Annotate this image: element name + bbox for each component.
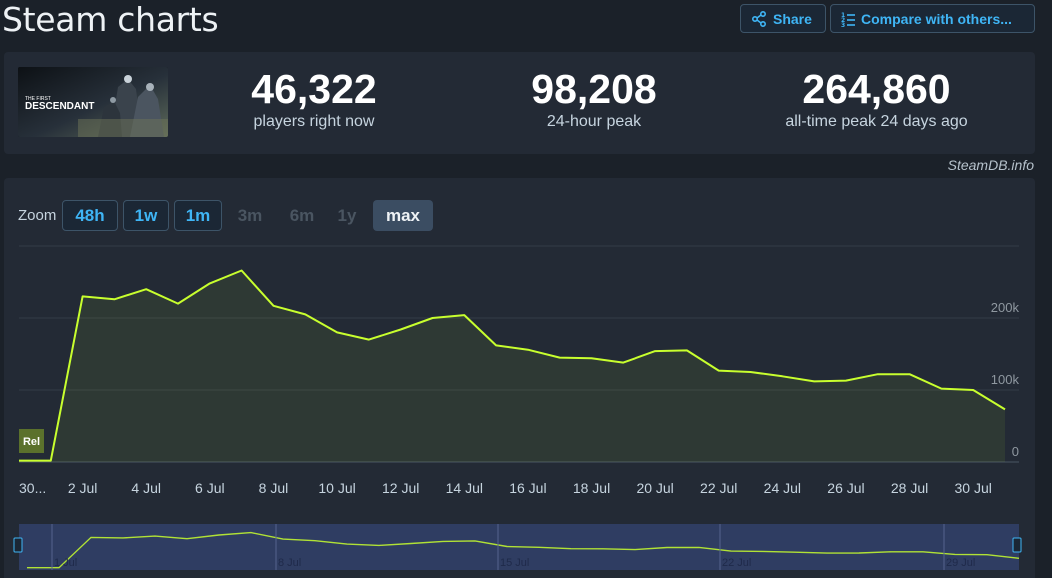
compare-button[interactable]: 1 2 3 Compare with others... [830,4,1035,33]
stat-alltime-peak: 264,860 all-time peak 24 days ago [764,66,989,132]
svg-text:3: 3 [841,22,845,27]
x-tick-label: 12 Jul [382,480,419,496]
zoom-label: Zoom [18,207,57,224]
game-title: DESCENDANT [25,101,94,112]
zoom-1y-button[interactable]: 1y [337,205,357,225]
x-tick-label: 4 Jul [131,480,161,496]
x-tick-label: 28 Jul [891,480,928,496]
player-count-chart[interactable]: 0 100k 200k 30... 2 Jul 4 Jul 6 Jul 8 Jul 10 Jul… [0,0,1052,500]
x-tick-label: 8 Jul [259,480,289,496]
stat-players-now: 46,322 players right now [214,66,414,132]
ordered-list-icon: 1 2 3 [841,12,855,27]
game-art: THE FIRST DESCENDANT [18,67,168,137]
alltime-peak-value: 264,860 [802,66,951,112]
game-thumbnail[interactable]: THE FIRST DESCENDANT [18,67,168,137]
share-icon [751,10,766,27]
share-label: Share [773,10,812,27]
zoom-max-button[interactable]: max [373,200,433,231]
players-now-value: 46,322 [251,66,377,112]
x-tick-label: 26 Jul [827,480,864,496]
zoom-6m-button[interactable]: 6m [289,205,315,225]
steamdb-credit-link[interactable]: SteamDB.info [947,157,1034,173]
peak-24h-label: 24-hour peak [546,113,642,130]
release-flag [19,429,44,453]
game-title-small: THE FIRST [25,96,51,102]
x-tick-label: 18 Jul [573,480,610,496]
zoom-1m-button[interactable]: 1m [174,200,222,231]
x-tick-label: 20 Jul [636,480,673,496]
svg-text:1: 1 [841,12,845,19]
svg-text:2: 2 [841,17,845,24]
x-tick-label: 22 Jul [700,480,737,496]
zoom-1w-button[interactable]: 1w [123,200,169,231]
x-tick-label: 10 Jul [318,480,355,496]
y-tick-label: 0 [1012,444,1019,459]
series-line [19,269,1006,462]
x-tick-label: 30 Jul [955,480,992,496]
x-tick-label: 30... [19,480,46,496]
x-tick-label: 24 Jul [764,480,801,496]
page-title: Steam charts [2,0,219,39]
y-tick-label: 100k [991,372,1020,387]
x-tick-label: 2 Jul [68,480,98,496]
zoom-48h-button[interactable]: 48h [62,200,118,231]
series-area [19,270,1005,462]
peak-24h-value: 98,208 [531,66,657,112]
x-tick-label: 16 Jul [509,480,546,496]
stat-24h-peak: 98,208 24-hour peak [494,66,694,132]
players-now-label: players right now [253,113,375,130]
y-tick-label: 200k [991,300,1020,315]
compare-label: Compare with others... [861,10,1012,27]
alltime-peak-label: all-time peak 24 days ago [785,113,968,130]
zoom-3m-button[interactable]: 3m [237,205,263,225]
share-button[interactable]: Share [740,4,826,33]
release-flag-label: Rel [23,436,40,448]
stats-panel: THE FIRST DESCENDANT 46,322 players righ… [4,52,1035,154]
x-tick-label: 14 Jul [446,480,483,496]
x-tick-label: 6 Jul [195,480,225,496]
